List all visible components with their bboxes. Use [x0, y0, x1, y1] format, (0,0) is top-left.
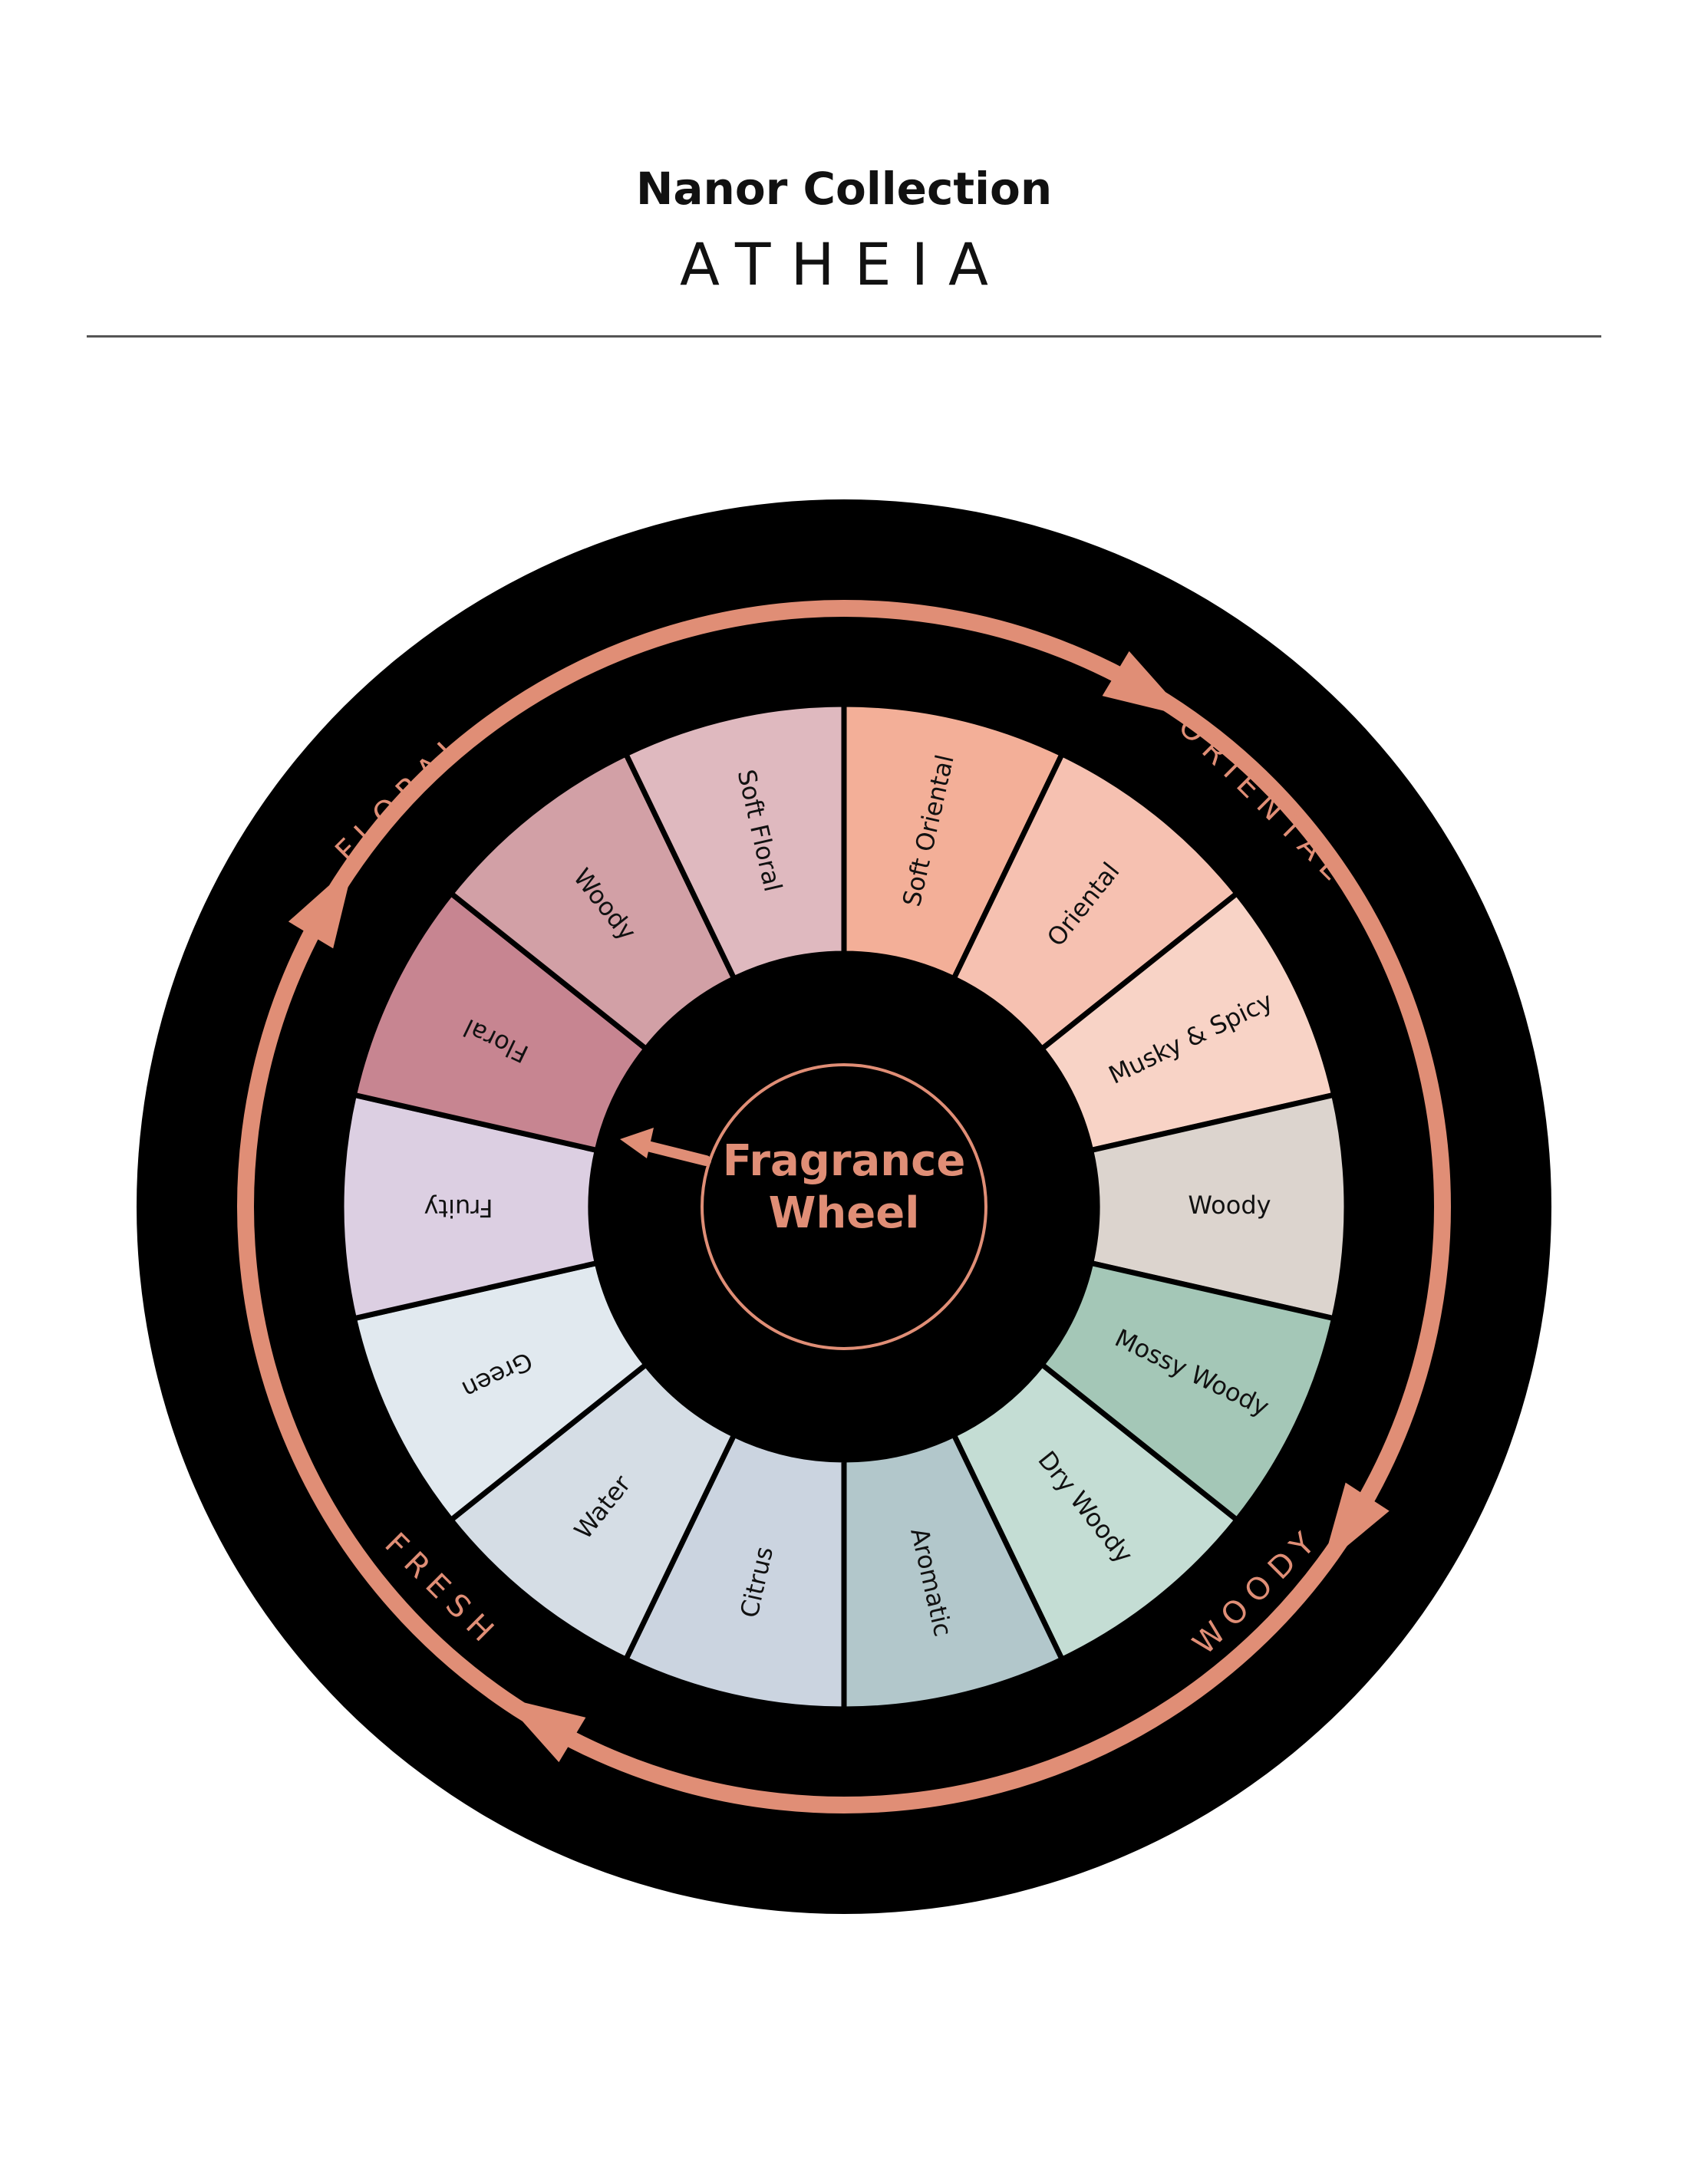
center-label-line1: Fragrance — [723, 1136, 966, 1186]
collection-title: Nanor Collection — [635, 163, 1053, 215]
center-label-line2: Wheel — [769, 1188, 920, 1238]
wheel-segment — [1038, 1260, 1337, 1524]
family-arrow-arc — [237, 921, 532, 1721]
wheel-segment — [1087, 1092, 1350, 1322]
hub-outline — [701, 1063, 987, 1350]
family-arrows — [237, 600, 1451, 1813]
inner-hub — [591, 954, 1097, 1460]
segment-label: Fruity — [424, 1194, 493, 1223]
hub-pointer-arrow — [620, 1128, 711, 1166]
wheel-segment — [622, 701, 847, 983]
wheel-segment — [622, 1431, 847, 1712]
segment-label: Woody — [1188, 1191, 1271, 1220]
family-arrow-arc — [329, 600, 1129, 894]
brand-name: ATHEIA — [679, 230, 1009, 298]
family-arrow-arc — [559, 1519, 1359, 1813]
family-arrow-arc — [1156, 692, 1451, 1510]
arrow-head — [288, 863, 354, 949]
header-divider — [87, 335, 1601, 338]
